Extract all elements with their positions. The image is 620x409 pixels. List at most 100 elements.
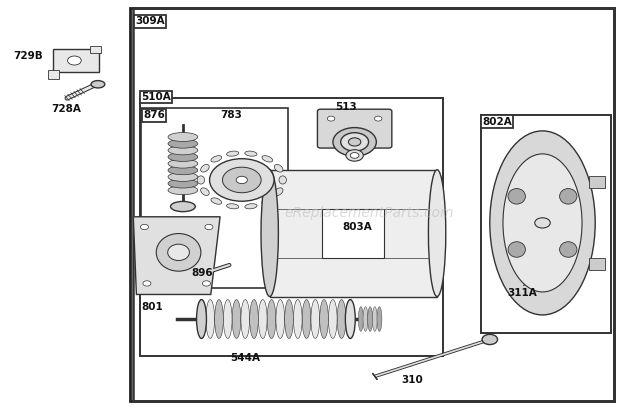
Text: 544A: 544A [231,353,260,362]
Ellipse shape [211,156,222,162]
Ellipse shape [223,299,232,339]
Bar [480,115,611,333]
Bar [270,170,437,297]
Ellipse shape [534,218,551,228]
Ellipse shape [168,153,198,162]
Text: 896: 896 [191,268,213,278]
Ellipse shape [503,154,582,292]
Ellipse shape [346,299,355,339]
Bar [53,49,99,72]
Bar [90,46,101,53]
Ellipse shape [377,307,382,331]
Ellipse shape [275,188,283,196]
Text: 728A: 728A [51,104,81,114]
Ellipse shape [168,146,198,155]
Ellipse shape [262,156,273,162]
FancyBboxPatch shape [317,109,392,148]
Ellipse shape [250,299,259,339]
Text: 803A: 803A [343,222,373,231]
Text: 876: 876 [143,110,165,120]
Bar [141,108,288,288]
Ellipse shape [232,299,241,339]
Ellipse shape [197,299,206,339]
Ellipse shape [223,167,261,193]
Ellipse shape [215,299,223,339]
Ellipse shape [293,299,302,339]
Ellipse shape [197,299,206,339]
Ellipse shape [156,234,201,271]
Ellipse shape [345,299,355,339]
Bar [322,209,384,258]
Ellipse shape [91,81,105,88]
Text: 801: 801 [141,302,163,312]
Ellipse shape [350,153,359,158]
Ellipse shape [168,133,198,142]
Ellipse shape [201,188,209,196]
Ellipse shape [363,307,368,331]
Text: eReplacementParts.com: eReplacementParts.com [284,206,454,220]
Ellipse shape [168,166,198,175]
Ellipse shape [206,299,215,339]
Ellipse shape [241,299,250,339]
Polygon shape [133,217,220,294]
Ellipse shape [320,299,329,339]
Ellipse shape [329,299,337,339]
Ellipse shape [560,242,577,257]
Ellipse shape [245,204,257,209]
Ellipse shape [341,133,368,151]
Ellipse shape [68,56,81,65]
Ellipse shape [482,335,497,344]
Text: 513: 513 [335,102,356,112]
Text: 783: 783 [221,110,242,120]
Ellipse shape [259,299,267,339]
Ellipse shape [168,139,198,148]
Ellipse shape [245,151,257,156]
Bar [140,98,443,356]
Text: 309A: 309A [135,16,165,26]
Ellipse shape [560,189,577,204]
Ellipse shape [170,201,195,212]
Ellipse shape [311,299,320,339]
Text: 510A: 510A [141,92,171,102]
Ellipse shape [236,176,247,184]
Ellipse shape [302,299,311,339]
Ellipse shape [262,198,273,204]
Ellipse shape [261,170,278,297]
Bar [133,8,614,401]
Ellipse shape [333,128,376,156]
Ellipse shape [168,173,198,182]
Ellipse shape [140,224,149,230]
Ellipse shape [508,189,525,204]
Ellipse shape [368,307,373,331]
Ellipse shape [508,242,525,257]
Bar [589,258,604,270]
Ellipse shape [226,204,239,209]
Ellipse shape [168,159,198,168]
Ellipse shape [374,116,382,121]
Bar [589,176,604,188]
Ellipse shape [205,224,213,230]
Ellipse shape [275,164,283,172]
Ellipse shape [202,281,211,286]
Ellipse shape [337,299,346,339]
Ellipse shape [168,186,198,195]
Bar [48,70,59,79]
Text: 311A: 311A [507,288,537,298]
Text: 802A: 802A [482,117,512,126]
Ellipse shape [143,281,151,286]
Ellipse shape [327,116,335,121]
Ellipse shape [267,299,276,339]
Ellipse shape [279,176,286,184]
Ellipse shape [346,150,363,161]
Bar [130,8,614,401]
Ellipse shape [226,151,239,156]
Ellipse shape [211,198,222,204]
Ellipse shape [428,170,446,297]
Ellipse shape [276,299,285,339]
Ellipse shape [285,299,293,339]
Text: 310: 310 [402,375,423,385]
Ellipse shape [210,159,274,201]
Ellipse shape [168,179,198,188]
Ellipse shape [197,176,205,184]
Ellipse shape [372,307,377,331]
